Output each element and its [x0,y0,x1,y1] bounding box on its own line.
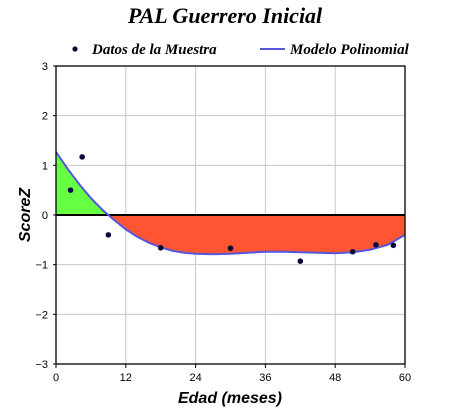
y-tick-label: 0 [42,210,48,222]
legend: Datos de la Muestra Modelo Polinomial [72,42,410,58]
data-point [79,154,85,160]
positive-fill-area [56,151,109,215]
y-tick-label: −2 [35,309,48,321]
data-point [67,187,74,193]
negative-fill-area [108,215,405,255]
data-point [297,258,304,264]
x-tick-label: 24 [189,372,201,384]
x-axis-label: Edad (meses) [178,390,282,407]
x-tick-label: 48 [329,372,341,384]
model-curve [55,151,406,256]
x-tick-label: 12 [120,372,132,384]
y-axis-label: ScoreZ [17,187,34,242]
y-tick-label: 3 [42,61,48,73]
legend-label-model: Modelo Polinomial [289,42,410,58]
x-tick-label: 60 [399,372,411,384]
y-tick-label: −1 [35,260,48,272]
y-tick-label: −3 [35,359,48,371]
x-tick-label: 0 [53,372,59,384]
y-tick-label: 2 [42,111,48,123]
x-tick-label: 36 [259,372,271,384]
data-point [105,232,112,238]
y-tick-label: 1 [42,160,48,172]
legend-marker-sample [72,46,78,52]
data-point [157,244,164,251]
chart-title: PAL Guerrero Inicial [127,3,323,28]
legend-label-sample: Datos de la Muestra [91,42,217,58]
data-point [390,242,397,249]
data-point [349,248,356,255]
data-point [373,242,379,248]
data-point [227,245,234,252]
